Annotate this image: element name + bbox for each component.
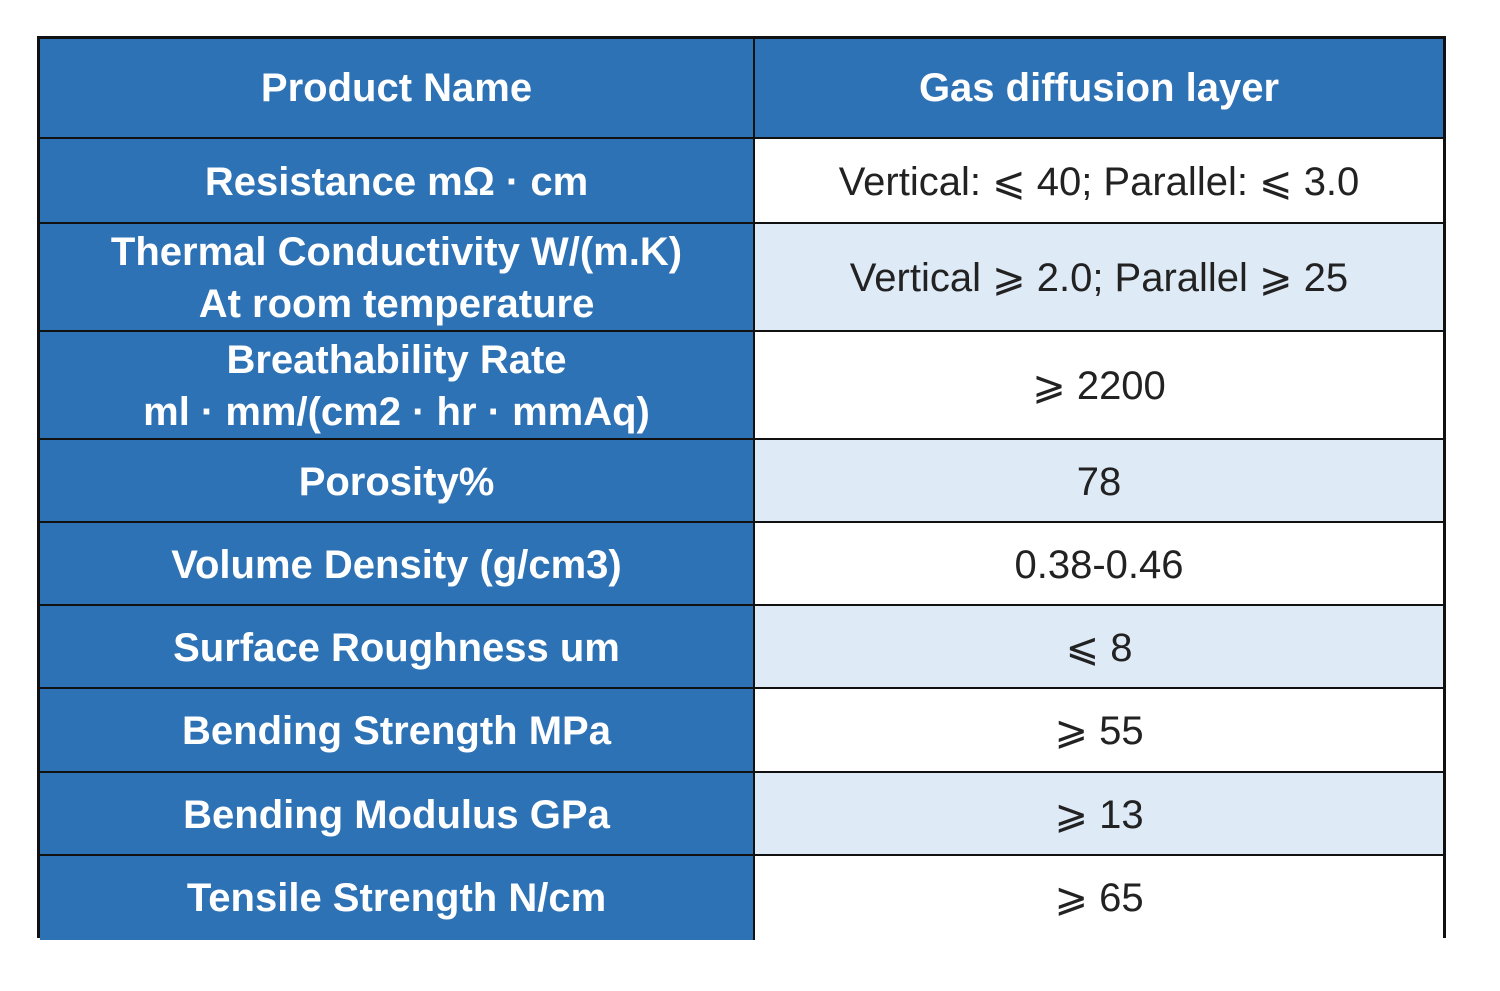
value-cell: ⩽ 8 — [755, 606, 1443, 689]
property-value: ⩾ 65 — [1054, 876, 1144, 920]
property-cell: Bending Modulus GPa — [40, 773, 755, 856]
header-cell: Product Name — [40, 39, 755, 137]
property-value: Vertical: ⩽ 40; Parallel: ⩽ 3.0 — [838, 159, 1360, 204]
property-name: Bending Strength MPa — [182, 709, 611, 753]
table-row: Volume Density (g/cm3) 0.38-0.46 — [40, 521, 1443, 606]
spec-table: Product Name Gas diffusion layer Resistanc… — [37, 36, 1446, 940]
property-value: 0.38-0.46 — [1014, 542, 1184, 587]
table-row: Porosity% 78 — [40, 438, 1443, 523]
property-cell: Volume Density (g/cm3) — [40, 523, 755, 606]
property-cell: Tensile Strength N/cm — [40, 856, 755, 940]
value-cell: ⩾ 2200 — [755, 332, 1443, 440]
table-row: Resistance mΩ · cm Vertical: ⩽ 40; Parall… — [40, 137, 1443, 224]
property-cell: Porosity% — [40, 440, 755, 523]
property-name: Tensile Strength N/cm — [186, 876, 607, 920]
header-text: Product Name — [260, 66, 533, 110]
property-value: ⩾ 13 — [1054, 792, 1144, 837]
property-name: Surface Roughness um — [173, 625, 620, 670]
value-cell: 78 — [755, 440, 1443, 523]
property-name: Breathability Rate — [226, 338, 567, 382]
table-row: Bending Modulus GPa ⩾ 13 — [40, 771, 1443, 856]
property-value: ⩾ 2200 — [1032, 364, 1166, 408]
table-row: Bending Strength MPa ⩾ 55 — [40, 687, 1443, 773]
header-text: Gas diffusion layer — [918, 66, 1280, 110]
property-name: Volume Density (g/cm3) — [171, 542, 622, 587]
property-name: Thermal Conductivity W/(m.K) — [110, 230, 683, 274]
property-cell: Breathability Rate ml · mm/(cm2 · hr · mm… — [40, 332, 755, 440]
table-row: Surface Roughness um ⩽ 8 — [40, 604, 1443, 689]
header-cell: Gas diffusion layer — [755, 39, 1443, 137]
value-cell: ⩾ 55 — [755, 689, 1443, 773]
property-value: ⩾ 55 — [1054, 709, 1144, 753]
property-cell: Surface Roughness um — [40, 606, 755, 689]
property-value: 78 — [1076, 459, 1122, 504]
header-row: Product Name Gas diffusion layer — [40, 39, 1443, 137]
property-value: Vertical ⩾ 2.0; Parallel ⩾ 25 — [849, 256, 1349, 300]
value-cell: ⩾ 65 — [755, 856, 1443, 940]
value-cell: ⩾ 13 — [755, 773, 1443, 856]
property-name: ml · mm/(cm2 · hr · mmAq) — [143, 390, 650, 434]
property-cell: Resistance mΩ · cm — [40, 139, 755, 224]
property-name: Bending Modulus GPa — [183, 792, 610, 837]
value-cell: Vertical ⩾ 2.0; Parallel ⩾ 25 — [755, 224, 1443, 332]
value-cell: Vertical: ⩽ 40; Parallel: ⩽ 3.0 — [755, 139, 1443, 224]
table-row: Thermal Conductivity W/(m.K) At room temp… — [40, 222, 1443, 332]
table-row: Tensile Strength N/cm ⩾ 65 — [40, 854, 1443, 940]
value-cell: 0.38-0.46 — [755, 523, 1443, 606]
property-name: Porosity% — [298, 459, 495, 504]
property-name: Resistance mΩ · cm — [204, 159, 589, 204]
property-name: At room temperature — [198, 282, 595, 326]
property-value: ⩽ 8 — [1065, 625, 1133, 670]
property-cell: Thermal Conductivity W/(m.K) At room temp… — [40, 224, 755, 332]
table-row: Breathability Rate ml · mm/(cm2 · hr · mm… — [40, 330, 1443, 440]
property-cell: Bending Strength MPa — [40, 689, 755, 773]
